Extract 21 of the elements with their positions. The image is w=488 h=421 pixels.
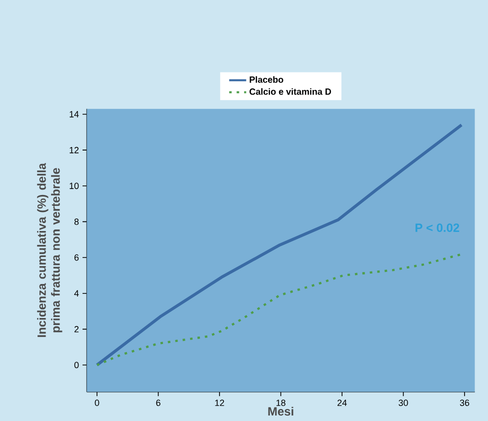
y-tick-label: 14 xyxy=(70,111,79,118)
legend-label: Placebo xyxy=(250,76,284,83)
y-axis-title: Incidenza cumulativa (%) della prima frattura non vertebrale xyxy=(37,162,62,337)
line-series xyxy=(96,123,464,366)
x-tick-label: 0 xyxy=(94,400,100,406)
x-tick-label: 36 xyxy=(460,400,470,406)
x-tick-label: 30 xyxy=(398,400,408,406)
annotation: P < 0.02 xyxy=(416,223,460,232)
y-tick-label: 4 xyxy=(74,290,79,296)
x-tick-label: 6 xyxy=(156,400,160,406)
y-tick-label: 2 xyxy=(74,326,79,332)
y-tick-label: 10 xyxy=(70,182,79,190)
x-tick-label: 24 xyxy=(338,400,347,406)
y-tick-label: 12 xyxy=(70,146,79,154)
y-tick-label: 8 xyxy=(74,218,79,225)
y-tick-label: 0 xyxy=(74,362,79,368)
x-tick-label: 12 xyxy=(215,400,224,406)
x-axis-title: Mesi xyxy=(268,406,294,416)
x-tick-label: 18 xyxy=(276,400,286,406)
y-tick-label: 6 xyxy=(74,254,79,261)
legend-label: Calcio e vitamina D xyxy=(250,88,332,95)
